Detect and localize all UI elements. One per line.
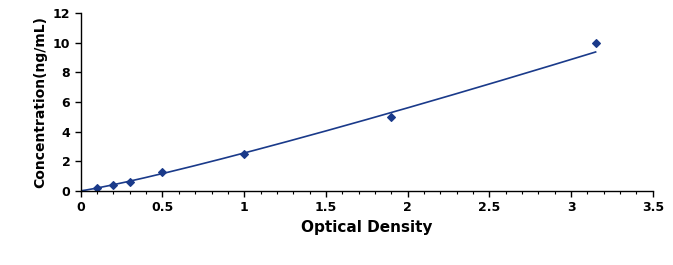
Y-axis label: Concentration(ng/mL): Concentration(ng/mL)	[33, 16, 47, 188]
X-axis label: Optical Density: Optical Density	[301, 220, 433, 235]
